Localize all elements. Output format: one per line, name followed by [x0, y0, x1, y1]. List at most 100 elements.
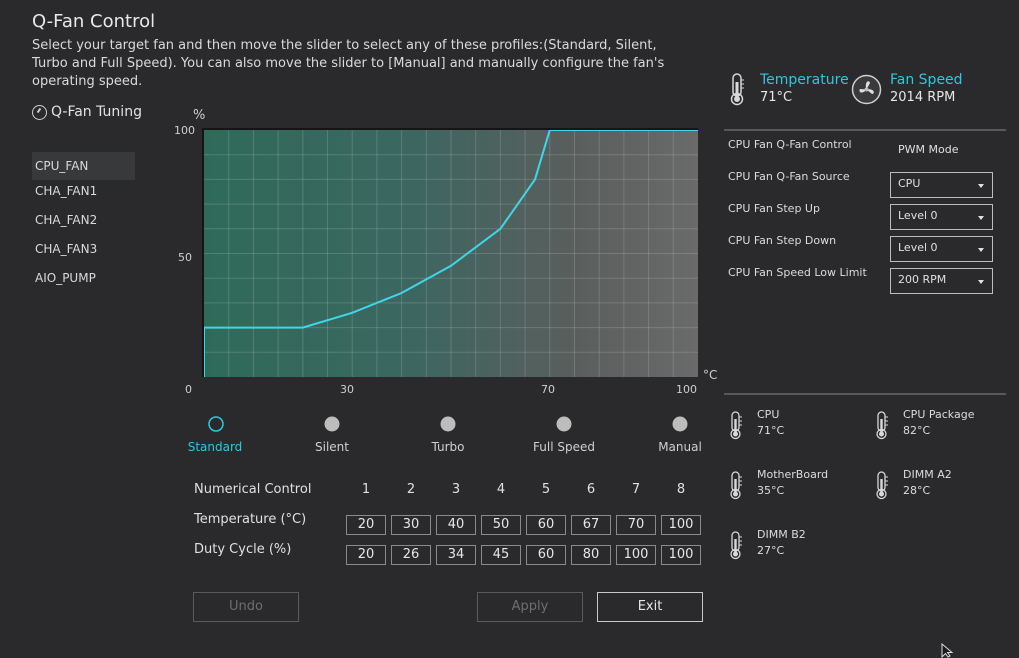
y-axis-label: % — [193, 108, 206, 123]
sensor-motherboard-name: MotherBoard — [757, 468, 829, 481]
qfan-source-dropdown[interactable]: CPU — [890, 172, 993, 198]
temp-input-2[interactable]: 30 — [391, 515, 431, 535]
fan-speed-icon — [851, 74, 882, 105]
thermometer-icon — [730, 73, 744, 106]
column-header: 4 — [496, 482, 506, 497]
slider-handle-standard — [208, 416, 224, 432]
column-header: 5 — [541, 482, 551, 497]
fan-curve-svg — [204, 130, 698, 377]
x-tick-100: 100 — [676, 383, 697, 396]
divider — [724, 129, 1006, 131]
profile-turbo[interactable]: Turbo — [431, 440, 465, 454]
fan-item-cha-fan2[interactable]: CHA_FAN2 — [35, 213, 98, 227]
thermometer-icon — [876, 411, 888, 440]
page-title: Q-Fan Control — [32, 11, 156, 32]
apply-button[interactable]: Apply — [477, 592, 583, 622]
step-down-value: Level 0 — [898, 241, 938, 254]
column-header: 6 — [586, 482, 596, 497]
thermometer-icon — [730, 411, 742, 440]
temp-input-8[interactable]: 100 — [661, 515, 701, 535]
fan-item-cpu-fan[interactable]: CPU_FAN — [32, 152, 135, 180]
step-up-value: Level 0 — [898, 209, 938, 222]
column-header: 2 — [406, 482, 416, 497]
profile-silent[interactable]: Silent — [315, 440, 349, 454]
step-up-dropdown[interactable]: Level 0 — [890, 204, 993, 230]
fan-item-aio-pump[interactable]: AIO_PUMP — [35, 271, 96, 285]
low-limit-dropdown[interactable]: 200 RPM — [890, 268, 993, 294]
sensor-dimm-b2-name: DIMM B2 — [757, 528, 806, 541]
step-down-dropdown[interactable]: Level 0 — [890, 236, 993, 262]
sensor-cpu-package-name: CPU Package — [903, 408, 975, 421]
fan-item-cha-fan1[interactable]: CHA_FAN1 — [35, 184, 98, 198]
step-down-label: CPU Fan Step Down — [728, 234, 837, 247]
profile-slider[interactable] — [190, 410, 710, 440]
thermometer-icon — [730, 471, 742, 500]
undo-button[interactable]: Undo — [193, 592, 299, 622]
x-tick-70: 70 — [541, 383, 555, 396]
profile-manual[interactable]: Manual — [658, 440, 702, 454]
chevron-down-icon — [978, 280, 984, 284]
temp-input-5[interactable]: 60 — [526, 515, 566, 535]
sensor-dimm-b2-value: 27°C — [757, 544, 785, 557]
qfan-control-value: PWM Mode — [898, 143, 959, 156]
temperature-label: Temperature — [760, 72, 849, 88]
temp-input-3[interactable]: 40 — [436, 515, 476, 535]
exit-button[interactable]: Exit — [597, 592, 703, 622]
qfan-tuning-link[interactable]: Q-Fan Tuning — [32, 104, 142, 120]
chevron-down-icon — [978, 216, 984, 220]
temp-input-1[interactable]: 20 — [346, 515, 386, 535]
y-tick-0: 0 — [185, 383, 192, 396]
sensor-cpu-value: 71°C — [757, 424, 785, 437]
thermometer-icon — [730, 531, 742, 560]
y-tick-100: 100 — [174, 124, 195, 137]
thermometer-icon — [876, 471, 888, 500]
profile-full-speed[interactable]: Full Speed — [533, 440, 595, 454]
sensor-dimm-a2-name: DIMM A2 — [903, 468, 952, 481]
qfan-tuning-label: Q-Fan Tuning — [51, 104, 142, 120]
column-header: 3 — [451, 482, 461, 497]
column-header: 8 — [676, 482, 686, 497]
slider-dot-full-speed — [556, 416, 572, 432]
y-tick-50: 50 — [178, 251, 192, 264]
sensor-motherboard-value: 35°C — [757, 484, 785, 497]
fan-curve-line — [204, 130, 698, 377]
chevron-down-icon — [978, 184, 984, 188]
duty-input-1[interactable]: 20 — [346, 545, 386, 565]
duty-input-2[interactable]: 26 — [391, 545, 431, 565]
sensor-cpu-package-value: 82°C — [903, 424, 931, 437]
numerical-control-label: Numerical Control — [194, 482, 312, 497]
duty-input-3[interactable]: 34 — [436, 545, 476, 565]
low-limit-value: 200 RPM — [898, 273, 947, 286]
sensor-cpu-name: CPU — [757, 408, 780, 421]
temp-input-6[interactable]: 67 — [571, 515, 611, 535]
slider-dot-silent — [324, 416, 340, 432]
page-description: Select your target fan and then move the… — [32, 38, 665, 89]
profile-standard[interactable]: Standard — [187, 440, 243, 454]
duty-input-6[interactable]: 80 — [571, 545, 611, 565]
fan-item-cha-fan3[interactable]: CHA_FAN3 — [35, 242, 98, 256]
qfan-source-label: CPU Fan Q-Fan Source — [728, 170, 850, 183]
duty-input-7[interactable]: 100 — [616, 545, 656, 565]
duty-input-5[interactable]: 60 — [526, 545, 566, 565]
fan-speed-value: 2014 RPM — [890, 90, 956, 105]
mouse-cursor-icon — [941, 643, 954, 658]
qfan-source-value: CPU — [898, 177, 921, 190]
duty-input-8[interactable]: 100 — [661, 545, 701, 565]
divider — [724, 393, 1006, 395]
duty-row-label: Duty Cycle (%) — [194, 542, 292, 557]
x-tick-30: 30 — [340, 383, 354, 396]
fan-speed-label: Fan Speed — [890, 72, 963, 88]
slider-dot-turbo — [440, 416, 456, 432]
qfan-control-label: CPU Fan Q-Fan Control — [728, 138, 852, 151]
slider-dot-manual — [672, 416, 688, 432]
duty-input-4[interactable]: 45 — [481, 545, 521, 565]
temp-input-4[interactable]: 50 — [481, 515, 521, 535]
chevron-down-icon — [978, 248, 984, 252]
temperature-row-label: Temperature (°C) — [194, 512, 307, 527]
fan-curve-plot[interactable] — [202, 128, 698, 377]
x-axis-label: °C — [703, 368, 718, 382]
temperature-value: 71°C — [760, 90, 793, 105]
temp-input-7[interactable]: 70 — [616, 515, 656, 535]
column-header: 7 — [631, 482, 641, 497]
gauge-icon — [32, 104, 47, 120]
